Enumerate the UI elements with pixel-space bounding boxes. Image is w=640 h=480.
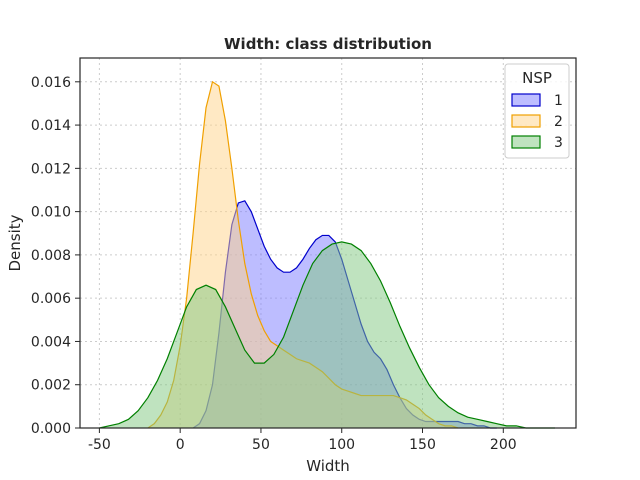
x-tick-label: 150 [409, 437, 436, 453]
x-tick-label: 200 [490, 437, 517, 453]
legend-items: 1 2 3 [511, 93, 563, 151]
legend-swatch-1 [511, 93, 541, 107]
y-axis-ticks: 0.000 0.002 0.004 0.006 0.008 0.010 0.012 0.014… [31, 75, 80, 437]
y-tick-label: 0.006 [31, 291, 71, 307]
y-tick-label: 0.010 [31, 205, 71, 221]
x-tick-label: 0 [176, 437, 185, 453]
y-tick-label: 0.016 [31, 75, 71, 91]
legend-swatch-2 [511, 114, 541, 128]
x-tick-label: -50 [88, 437, 111, 453]
legend-label-1: 1 [554, 93, 563, 109]
chart-title: Width: class distribution [224, 35, 432, 53]
y-tick-label: 0.002 [31, 378, 71, 394]
y-tick-label: 0.014 [31, 118, 71, 134]
x-tick-label: 100 [328, 437, 355, 453]
x-axis-label: Width [306, 457, 350, 475]
density-areas [99, 80, 555, 429]
legend-label-2: 2 [554, 114, 563, 130]
legend-box [504, 63, 570, 159]
legend: NSP 1 2 3 [504, 63, 570, 159]
legend-swatch-3 [511, 135, 541, 149]
y-tick-label: 0.000 [31, 421, 71, 437]
y-tick-label: 0.012 [31, 161, 71, 177]
y-axis-label: Density [6, 214, 24, 271]
y-tick-label: 0.008 [31, 248, 71, 264]
x-axis-ticks: -50 0 50 100 150 200 [88, 428, 517, 453]
series-3-line [99, 241, 555, 429]
plot-frame [79, 57, 577, 429]
legend-title: NSP [522, 69, 552, 87]
legend-label-3: 3 [554, 135, 563, 151]
series-3-area [99, 241, 555, 428]
y-tick-label: 0.004 [31, 334, 71, 350]
x-tick-label: 50 [252, 437, 270, 453]
